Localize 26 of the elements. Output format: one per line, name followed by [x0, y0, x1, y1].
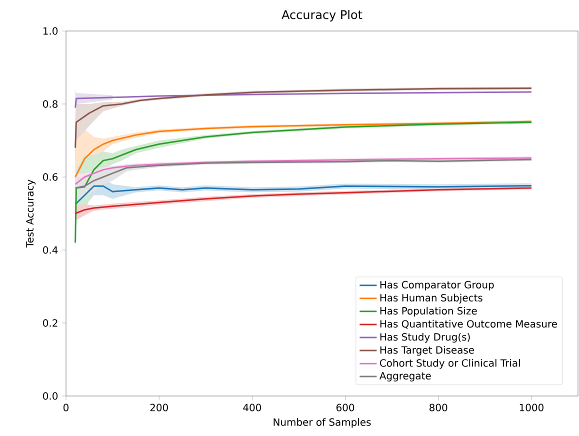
- x-tick-label: 400: [243, 404, 262, 412]
- legend-label: Has Population Size: [380, 306, 477, 317]
- y-tick-label: 1.0: [43, 27, 58, 35]
- x-tick-label: 200: [150, 404, 168, 412]
- legend-label: Has Comparator Group: [380, 280, 494, 290]
- x-axis-title: Number of Samples: [274, 418, 371, 428]
- x-tick-label: 0: [63, 404, 69, 412]
- y-tick-label: 0.6: [43, 173, 58, 181]
- legend-label: Has Human Subjects: [380, 294, 482, 304]
- line-series: [74, 88, 532, 149]
- y-tick-label: 0.2: [43, 319, 58, 327]
- legend-label: Has Quantitative Outcome Measure: [380, 320, 557, 329]
- legend-label: Has Target Disease: [380, 346, 474, 356]
- x-tick-label: 600: [336, 404, 354, 412]
- line-series: [74, 120, 532, 178]
- y-tick-label: 0.8: [43, 100, 58, 108]
- legend-label: Has Study Drug(s): [380, 332, 470, 343]
- y-axis-title: Test Accuracy: [26, 180, 36, 248]
- y-tick-label: 0.0: [43, 392, 58, 400]
- chart-title: Accuracy Plot: [282, 10, 362, 22]
- x-tick-label: 800: [430, 404, 448, 412]
- legend-label: Aggregate: [379, 372, 431, 382]
- y-tick-label: 0.4: [43, 246, 58, 254]
- x-tick-label: 1000: [520, 404, 544, 412]
- line-series: [74, 187, 532, 214]
- legend-label: Cohort Study or Clinical Trial: [380, 359, 520, 369]
